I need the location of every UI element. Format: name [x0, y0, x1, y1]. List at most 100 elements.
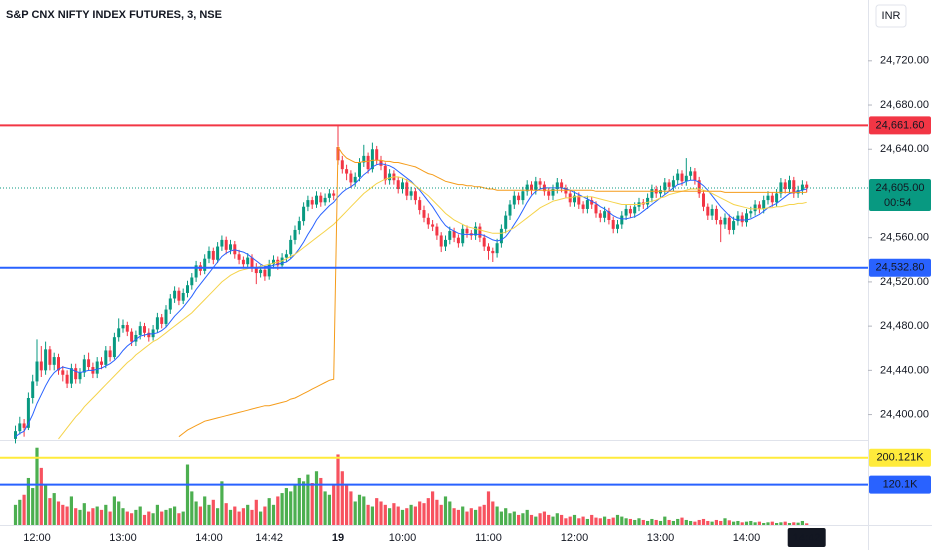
candle-body [340, 160, 344, 170]
candle-body [18, 423, 22, 432]
volume-bar [340, 471, 344, 525]
volume-bar [504, 508, 508, 525]
candle-body [263, 269, 267, 277]
candle-body [465, 228, 469, 234]
volume-bar [787, 522, 792, 525]
volume-bar [779, 522, 783, 525]
volume-bar [233, 506, 237, 525]
x-tick-label: 10:00 [389, 532, 417, 544]
candle-body [422, 210, 426, 218]
candle-body [538, 181, 542, 185]
volume-bar [190, 491, 194, 525]
volume-bar [61, 504, 65, 525]
volume-bar [117, 501, 121, 525]
candle-body [323, 197, 327, 203]
volume-bar [529, 514, 534, 525]
volume-bar [289, 491, 293, 525]
y-tick-label: 24,640.00 [880, 143, 929, 155]
volume-bar [521, 513, 525, 525]
candle-body [370, 149, 374, 170]
candle-body [603, 211, 607, 218]
candle-body [69, 368, 73, 384]
volume-bar [796, 522, 800, 525]
candle-body [534, 181, 538, 191]
candle-body [112, 337, 116, 358]
volume-bar [203, 496, 207, 525]
volume-bar [130, 513, 134, 525]
volume-bar [598, 518, 602, 525]
candle-body [293, 229, 297, 240]
volume-bar [590, 514, 594, 525]
candle-body [138, 326, 142, 335]
volume-bar [749, 520, 753, 525]
candle-body [379, 160, 383, 166]
candle-body [401, 182, 404, 190]
volume-level-tag [869, 475, 931, 494]
candle-body [345, 169, 349, 174]
candle-body [594, 204, 598, 214]
candle-body [702, 193, 705, 207]
volume-bar [138, 506, 142, 525]
volume-bar [164, 509, 168, 525]
volume-bar [323, 491, 327, 525]
candle-body [211, 250, 215, 260]
candle-body [65, 374, 69, 384]
candle-body [181, 292, 185, 301]
volume-bar [375, 498, 379, 525]
candle-body [315, 195, 318, 205]
candle-body [723, 217, 727, 225]
candle-body [177, 290, 181, 301]
candle-body [676, 173, 680, 181]
volume-bar [400, 509, 405, 525]
y-tick-label: 24,720.00 [880, 55, 929, 67]
volume-bar [284, 488, 288, 525]
volume-bar [534, 516, 538, 525]
candle-body [706, 206, 710, 216]
indicator-line [178, 145, 807, 438]
volume-bar [134, 509, 138, 525]
candle-body [375, 149, 379, 161]
volume-bar [770, 521, 774, 525]
candle-body [719, 220, 723, 225]
candle-body [444, 239, 447, 247]
candle-body [229, 244, 232, 250]
candle-body [100, 361, 103, 365]
candle-body [749, 211, 753, 214]
y-tick-label: 24,520.00 [880, 276, 929, 288]
x-tick-label: 13:00 [647, 532, 675, 544]
volume-bar [319, 477, 323, 525]
volume-bar [757, 521, 761, 525]
volume-bar [650, 518, 654, 525]
candle-body [61, 370, 65, 375]
candle-body [327, 193, 331, 198]
volume-bar [753, 522, 757, 525]
volume-bar [461, 506, 465, 525]
volume-bar [370, 506, 374, 525]
candle-body [517, 195, 521, 201]
volume-bar [426, 498, 430, 525]
candle-body [624, 208, 628, 216]
volume-bar [542, 511, 546, 525]
candle-body [250, 257, 254, 268]
currency[interactable]: INR [882, 10, 901, 22]
currency-button[interactable] [875, 4, 907, 28]
candle-body [607, 211, 611, 220]
candle-body [388, 173, 392, 181]
volume-bar [35, 447, 39, 525]
candle-body [508, 204, 512, 216]
volume-bar [198, 506, 202, 525]
candle-body [117, 328, 121, 338]
volume-bar [744, 521, 749, 525]
candle-body [272, 259, 275, 265]
candle-body [736, 215, 740, 222]
price-pane [0, 124, 868, 444]
volume-bar [572, 514, 577, 525]
volume-bar [706, 520, 710, 525]
candle-body [87, 359, 91, 368]
volume-bar [297, 477, 301, 525]
candle-body [714, 208, 718, 220]
volume-bar [603, 516, 607, 525]
candle-body [740, 215, 744, 223]
candle-body [143, 326, 146, 333]
